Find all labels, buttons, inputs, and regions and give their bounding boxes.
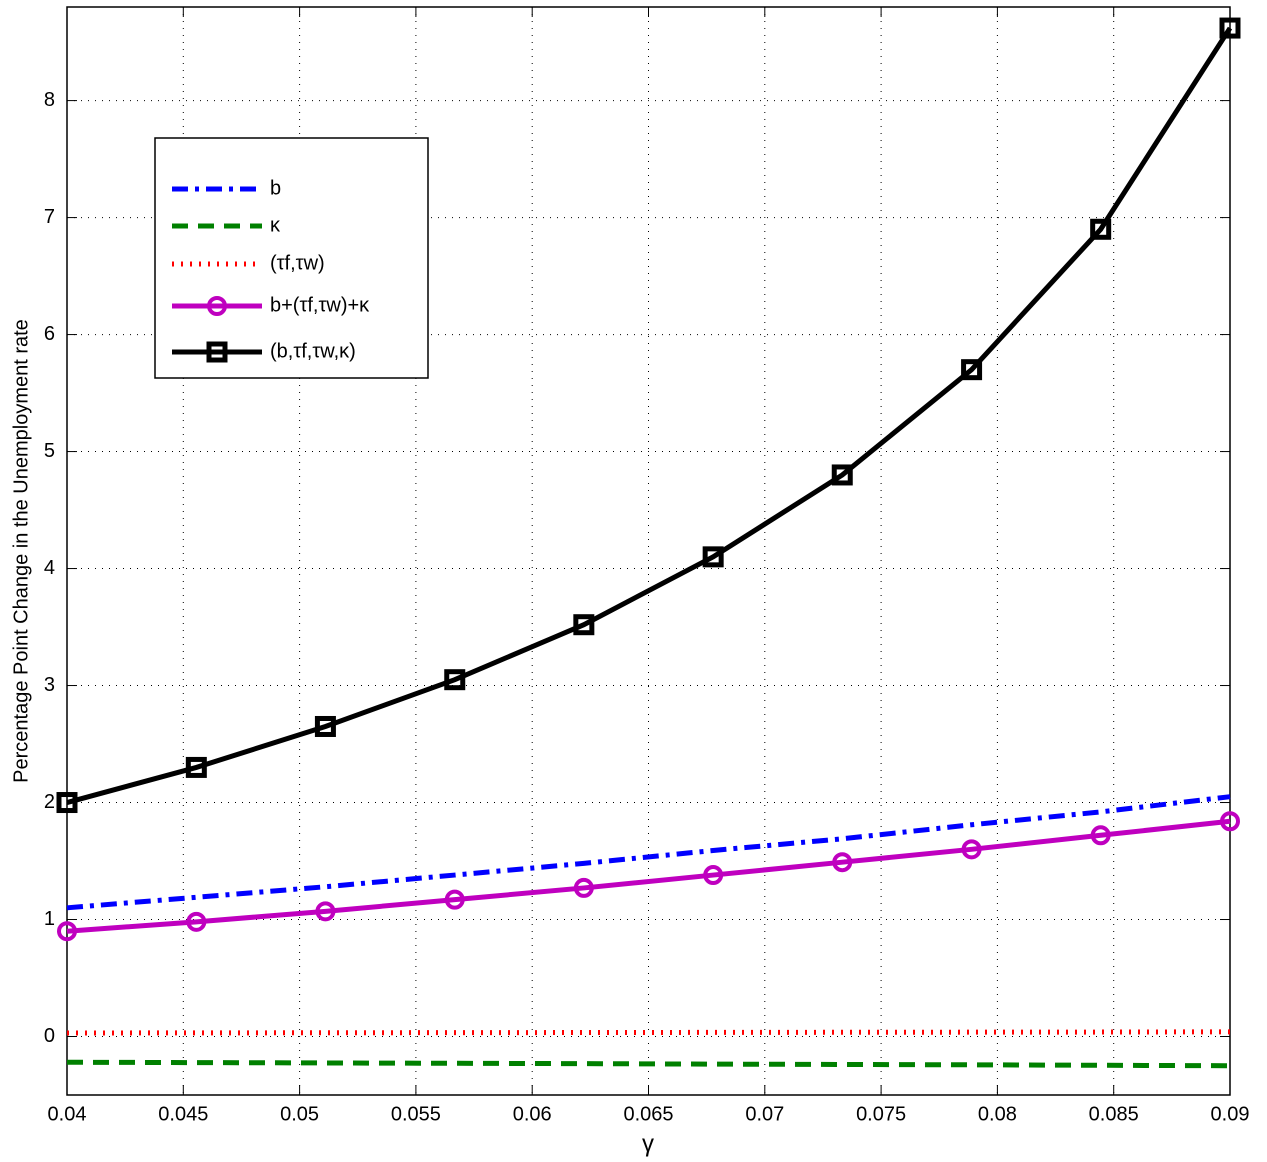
plot-frame xyxy=(66,6,1231,1096)
data-point xyxy=(56,792,78,814)
x-tick-label: 0.045 xyxy=(158,1103,208,1125)
legend-label: κ xyxy=(270,214,281,236)
x-tick-label: 0.04 xyxy=(48,1103,87,1125)
data-point xyxy=(315,901,336,922)
data-point xyxy=(703,865,724,886)
y-tick-label: 6 xyxy=(44,323,55,345)
legend-label: b+(τf,τw)+κ xyxy=(270,294,370,316)
y-tick-label: 0 xyxy=(44,1025,55,1047)
series-line xyxy=(66,1059,1231,1069)
data-point xyxy=(832,852,853,873)
y-tick-label: 5 xyxy=(44,440,55,462)
y-axis-label: Percentage Point Change in the Unemploym… xyxy=(10,319,32,783)
y-tick-label: 4 xyxy=(44,557,55,579)
data-point xyxy=(702,546,724,568)
data-point xyxy=(444,889,465,910)
data-point xyxy=(57,921,77,942)
y-tick-label: 1 xyxy=(44,908,55,930)
legend-label: b xyxy=(270,177,281,199)
legend-box xyxy=(154,137,429,379)
data-point xyxy=(573,614,595,636)
y-tick-label: 7 xyxy=(44,206,55,228)
x-tick-label: 0.085 xyxy=(1089,1103,1139,1125)
data-point xyxy=(186,911,207,932)
y-tick-label: 8 xyxy=(44,89,55,111)
x-axis-label: γ xyxy=(642,1130,654,1157)
data-point xyxy=(961,839,982,860)
x-tick-label: 0.05 xyxy=(280,1103,319,1125)
y-tick-label: 2 xyxy=(44,791,55,813)
y-tick-label: 3 xyxy=(44,674,55,696)
series-line xyxy=(66,818,1231,934)
x-tick-label: 0.06 xyxy=(513,1103,552,1125)
data-point xyxy=(573,877,594,898)
x-tick-label: 0.09 xyxy=(1211,1103,1250,1125)
x-tick-label: 0.075 xyxy=(856,1103,906,1125)
data-point xyxy=(444,669,466,691)
x-tick-label: 0.065 xyxy=(623,1103,673,1125)
data-point xyxy=(1090,218,1112,240)
data-point xyxy=(314,715,336,737)
series-line xyxy=(66,26,1233,805)
x-tick-label: 0.08 xyxy=(978,1103,1017,1125)
legend-marker xyxy=(207,296,227,316)
data-point xyxy=(831,464,853,486)
legend-label: (τf,τw) xyxy=(270,252,325,274)
data-point xyxy=(1219,17,1241,39)
legend-marker xyxy=(206,341,228,363)
x-tick-label: 0.07 xyxy=(745,1103,784,1125)
series-line xyxy=(66,794,1231,911)
legend-label: (b,τf,τw,κ) xyxy=(270,340,356,362)
x-tick-label: 0.055 xyxy=(391,1103,441,1125)
data-point xyxy=(185,756,207,778)
data-point xyxy=(1220,811,1240,832)
data-point xyxy=(1090,825,1111,846)
data-point xyxy=(961,359,983,381)
